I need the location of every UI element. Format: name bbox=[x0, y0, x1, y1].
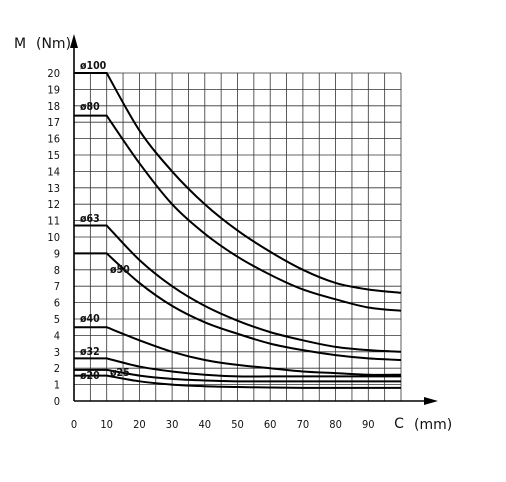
y-tick-label: 9 bbox=[54, 247, 60, 260]
x-tick-label: 20 bbox=[133, 418, 146, 431]
series-line bbox=[74, 357, 401, 378]
y-tick-label: 3 bbox=[54, 346, 60, 359]
series-label: ø25 bbox=[110, 367, 130, 379]
y-tick-label: 20 bbox=[47, 67, 60, 80]
y-tick-label: 15 bbox=[47, 149, 60, 162]
y-tick-label: 4 bbox=[54, 329, 60, 342]
series-label: ø32 bbox=[80, 346, 100, 358]
series-label: ø63 bbox=[80, 213, 100, 225]
series-labels: ø100 ø80 ø63 ø50 ø40 ø32 ø25 ø20 bbox=[80, 60, 130, 382]
y-tick-label: 0 bbox=[54, 395, 60, 408]
y-tick-label: 14 bbox=[47, 165, 60, 178]
x-tick-label: 10 bbox=[100, 418, 113, 431]
y-tick-label: 1 bbox=[54, 379, 60, 392]
series-line bbox=[74, 224, 402, 353]
axes bbox=[70, 34, 438, 405]
y-tick-label: 5 bbox=[54, 313, 60, 326]
y-tick-label: 17 bbox=[47, 116, 60, 129]
x-axis-title: C bbox=[394, 416, 404, 432]
series-line bbox=[74, 374, 401, 389]
x-tick-label: 60 bbox=[264, 418, 277, 431]
y-tick-label: 18 bbox=[47, 100, 60, 113]
series-label: ø80 bbox=[80, 101, 100, 113]
series-label: ø40 bbox=[80, 313, 100, 325]
y-tick-label: 19 bbox=[47, 83, 60, 96]
y-tick-label: 13 bbox=[47, 182, 60, 195]
y-axis-title: M bbox=[14, 36, 26, 52]
x-tick-label: 90 bbox=[362, 418, 375, 431]
x-tick-label: 70 bbox=[297, 418, 310, 431]
y-axis-unit: (Nm) bbox=[36, 36, 71, 52]
y-axis-arrow bbox=[70, 34, 78, 48]
series-line bbox=[74, 252, 402, 361]
x-axis-arrow bbox=[424, 397, 438, 405]
x-axis-unit: (mm) bbox=[414, 417, 452, 433]
x-tick-label: 50 bbox=[231, 418, 244, 431]
x-tick-label: 0 bbox=[71, 418, 77, 431]
y-tick-label: 16 bbox=[47, 133, 60, 146]
series-line bbox=[74, 326, 402, 376]
series-line bbox=[74, 72, 402, 294]
x-tick-label: 80 bbox=[329, 418, 342, 431]
grid bbox=[74, 72, 402, 401]
y-tick-label: 12 bbox=[47, 198, 60, 211]
series-line bbox=[74, 114, 402, 312]
y-tick-label: 2 bbox=[54, 362, 60, 375]
x-tick-label: 30 bbox=[166, 418, 179, 431]
y-tick-label: 7 bbox=[54, 280, 60, 293]
y-tick-label: 10 bbox=[47, 231, 60, 244]
y-tick-label: 6 bbox=[54, 297, 60, 310]
series-label: ø100 bbox=[80, 60, 107, 72]
series-label: ø50 bbox=[110, 264, 130, 276]
x-tick-label: 40 bbox=[199, 418, 212, 431]
y-tick-label: 8 bbox=[54, 264, 60, 277]
series-lines bbox=[74, 72, 402, 389]
series-label: ø20 bbox=[80, 370, 100, 382]
y-tick-label: 11 bbox=[47, 215, 60, 228]
series-line bbox=[74, 368, 401, 383]
